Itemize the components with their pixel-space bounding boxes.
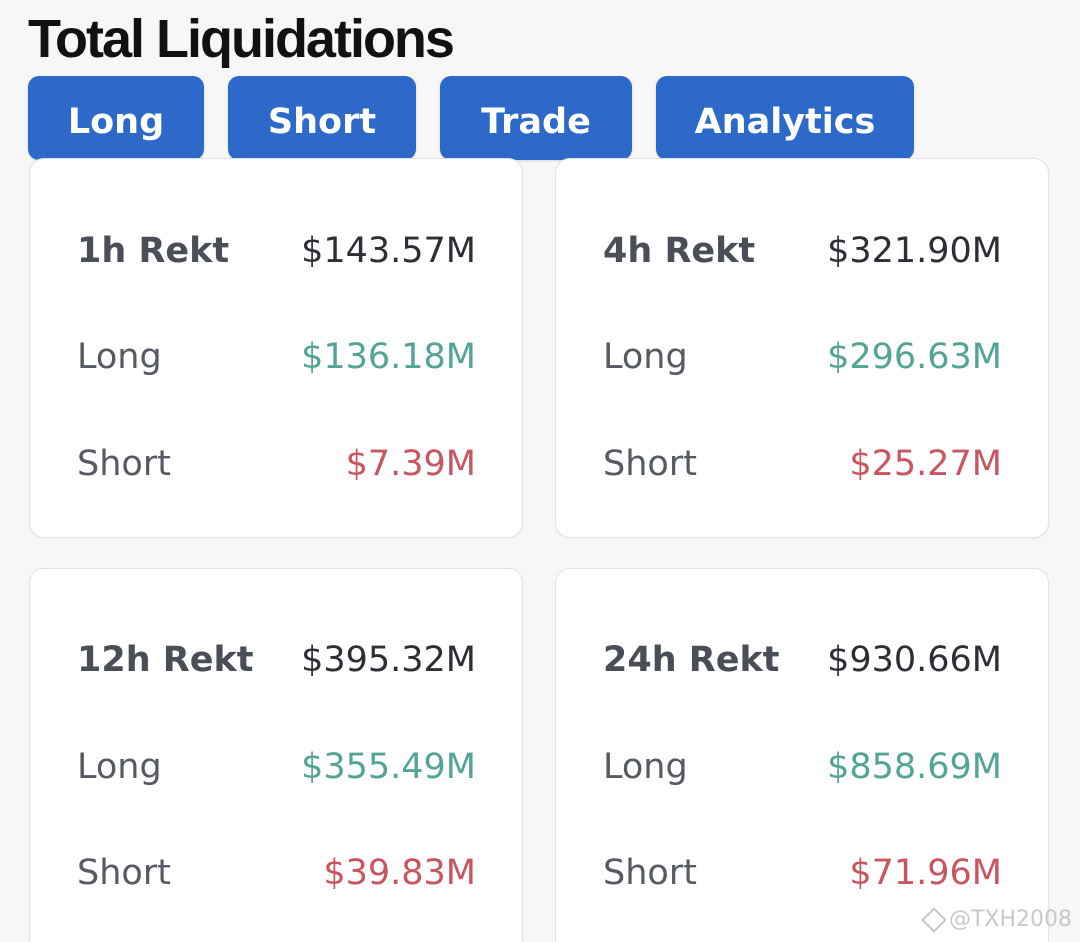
long-label: Long [77,747,162,787]
long-value: $858.69M [827,747,1002,787]
card-title: 4h Rekt [603,231,756,271]
card-title: 1h Rekt [77,231,230,271]
card-short-row: Short $7.39M [77,438,476,490]
binance-diamond-icon [921,906,947,933]
long-label: Long [603,337,688,377]
card-long-row: Long $858.69M [603,741,1002,793]
card-total-value: $930.66M [827,640,1002,680]
card-total-row: 4h Rekt $321.90M [603,225,1002,277]
long-value: $355.49M [301,747,476,787]
short-label: Short [77,853,171,893]
card-short-row: Short $71.96M [603,847,1002,899]
tab-short[interactable]: Short [228,76,416,160]
tab-trade[interactable]: Trade [440,76,632,160]
tab-long[interactable]: Long [28,76,204,160]
liquidation-card-4h: 4h Rekt $321.90M Long $296.63M Short $25… [555,158,1049,538]
short-label: Short [603,853,697,893]
card-total-row: 1h Rekt $143.57M [77,225,476,277]
watermark: @TXH2008 [921,906,1072,933]
card-total-value: $143.57M [301,231,476,271]
liquidation-card-1h: 1h Rekt $143.57M Long $136.18M Short $7.… [29,158,523,538]
liquidation-card-24h: 24h Rekt $930.66M Long $858.69M Short $7… [555,568,1049,942]
card-long-row: Long $296.63M [603,331,1002,383]
short-value: $39.83M [323,853,476,893]
card-total-value: $321.90M [827,231,1002,271]
short-label: Short [77,444,171,484]
page-title: Total Liquidations [28,9,455,69]
long-value: $136.18M [301,337,476,377]
short-value: $7.39M [345,444,476,484]
card-short-row: Short $25.27M [603,438,1002,490]
card-title: 24h Rekt [603,640,780,680]
short-value: $25.27M [849,444,1002,484]
card-title: 12h Rekt [77,640,254,680]
long-value: $296.63M [827,337,1002,377]
card-total-value: $395.32M [301,640,476,680]
card-total-row: 12h Rekt $395.32M [77,634,476,686]
short-value: $71.96M [849,853,1002,893]
tab-analytics[interactable]: Analytics [656,76,914,160]
short-label: Short [603,444,697,484]
card-long-row: Long $136.18M [77,331,476,383]
long-label: Long [603,747,688,787]
long-label: Long [77,337,162,377]
liquidation-card-12h: 12h Rekt $395.32M Long $355.49M Short $3… [29,568,523,942]
card-long-row: Long $355.49M [77,741,476,793]
card-total-row: 24h Rekt $930.66M [603,634,1002,686]
watermark-text: @TXH2008 [948,907,1072,932]
card-short-row: Short $39.83M [77,847,476,899]
